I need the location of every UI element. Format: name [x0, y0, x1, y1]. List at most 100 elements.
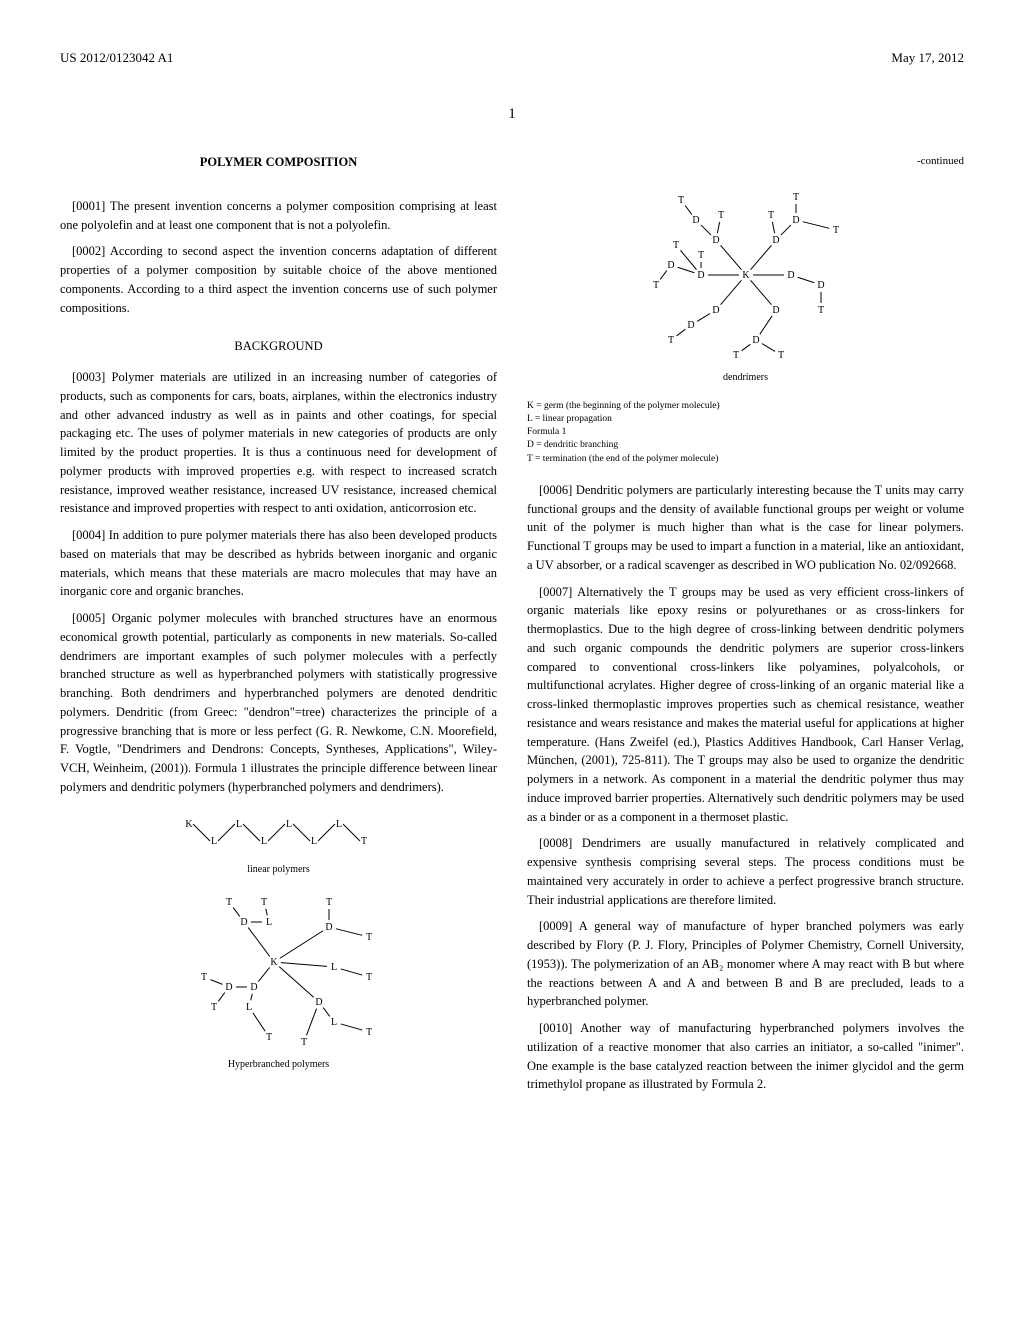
svg-text:L: L: [330, 962, 336, 973]
para-ref: [0003]: [72, 370, 105, 384]
paragraph-0001: [0001] The present invention concerns a …: [60, 197, 497, 235]
svg-text:K: K: [185, 819, 193, 830]
para-text: Dendritic polymers are particularly inte…: [527, 483, 964, 572]
svg-text:L: L: [235, 819, 241, 830]
svg-text:T: T: [360, 836, 366, 847]
svg-text:T: T: [365, 972, 371, 983]
continued-label: -continued: [527, 153, 964, 170]
svg-text:D: D: [697, 270, 704, 281]
svg-text:D: D: [687, 320, 694, 331]
hyperbranched-diagram: KDLTTDTTLTDLTTDDLTTT Hyperbranched polym…: [60, 892, 497, 1072]
svg-text:T: T: [777, 350, 783, 361]
pub-date: May 17, 2012: [891, 50, 964, 66]
para-text: Another way of manufacturing hyperbranch…: [527, 1021, 964, 1091]
svg-text:L: L: [245, 1002, 251, 1013]
paragraph-0009: [0009] A general way of manufacture of h…: [527, 917, 964, 1011]
svg-text:L: L: [285, 819, 291, 830]
svg-text:T: T: [260, 897, 266, 908]
paragraph-0004: [0004] In addition to pure polymer mater…: [60, 526, 497, 601]
svg-text:K: K: [270, 957, 278, 968]
paragraph-0010: [0010] Another way of manufacturing hype…: [527, 1019, 964, 1094]
svg-text:T: T: [792, 192, 798, 203]
formula-legend: K = germ (the beginning of the polymer m…: [527, 400, 964, 466]
right-column: -continued KDDDDDDDDDDDDTTTTTTTTTTTT den…: [527, 153, 964, 1102]
svg-text:T: T: [697, 250, 703, 261]
linear-svg: KLLLLLLT: [169, 812, 389, 857]
para-text: Alternatively the T groups may be used a…: [527, 585, 964, 824]
para-ref: [0007]: [539, 585, 572, 599]
svg-text:L: L: [335, 819, 341, 830]
para-text: According to second aspect the invention…: [60, 244, 497, 314]
legend-l: L = linear propagation: [527, 413, 964, 426]
legend-k: K = germ (the beginning of the polymer m…: [527, 400, 964, 413]
svg-text:T: T: [817, 305, 823, 316]
para-ref: [0001]: [72, 199, 105, 213]
dendrimers-label: dendrimers: [527, 370, 964, 385]
svg-text:D: D: [752, 335, 759, 346]
paragraph-0003: [0003] Polymer materials are utilized in…: [60, 368, 497, 518]
svg-text:T: T: [365, 1027, 371, 1038]
page-header: US 2012/0123042 A1 May 17, 2012: [60, 50, 964, 66]
svg-text:D: D: [667, 260, 674, 271]
svg-text:L: L: [210, 836, 216, 847]
svg-text:T: T: [325, 897, 331, 908]
svg-text:L: L: [260, 836, 266, 847]
svg-text:D: D: [772, 235, 779, 246]
para-text: Organic polymer molecules with branched …: [60, 611, 497, 794]
svg-text:T: T: [300, 1037, 306, 1048]
paragraph-0006: [0006] Dendritic polymers are particular…: [527, 481, 964, 575]
svg-text:T: T: [677, 195, 683, 206]
svg-text:T: T: [732, 350, 738, 361]
para-text: Dendrimers are usually manufactured in r…: [527, 836, 964, 906]
doc-title: POLYMER COMPOSITION: [60, 153, 497, 172]
paragraph-0005: [0005] Organic polymer molecules with br…: [60, 609, 497, 797]
dendrimers-svg: KDDDDDDDDDDDDTTTTTTTTTTTT: [636, 185, 856, 365]
svg-text:T: T: [767, 210, 773, 221]
svg-text:T: T: [200, 972, 206, 983]
para-text: Polymer materials are utilized in an inc…: [60, 370, 497, 515]
svg-text:T: T: [365, 932, 371, 943]
svg-text:D: D: [792, 215, 799, 226]
para-text: In addition to pure polymer materials th…: [60, 528, 497, 598]
hyperbranched-svg: KDLTTDTTLTDLTTDDLTTT: [169, 892, 389, 1052]
paragraph-0007: [0007] Alternatively the T groups may be…: [527, 583, 964, 827]
svg-text:D: D: [250, 982, 257, 993]
pub-number: US 2012/0123042 A1: [60, 50, 173, 66]
svg-text:T: T: [210, 1002, 216, 1013]
svg-text:D: D: [817, 280, 824, 291]
legend-d: D = dendritic branching: [527, 439, 964, 452]
svg-text:D: D: [325, 922, 332, 933]
svg-text:L: L: [330, 1017, 336, 1028]
linear-label: linear polymers: [60, 862, 497, 877]
para-text: A general way of manufacture of hyper br…: [527, 919, 964, 1008]
para-ref: [0002]: [72, 244, 105, 258]
svg-text:T: T: [652, 280, 658, 291]
svg-text:T: T: [717, 210, 723, 221]
page-number: 1: [60, 106, 964, 123]
background-heading: BACKGROUND: [60, 337, 497, 356]
svg-text:D: D: [712, 305, 719, 316]
svg-text:D: D: [787, 270, 794, 281]
svg-text:K: K: [742, 270, 750, 281]
svg-text:D: D: [712, 235, 719, 246]
svg-text:T: T: [832, 225, 838, 236]
para-ref: [0006]: [539, 483, 572, 497]
legend-formula: Formula 1: [527, 426, 964, 439]
svg-text:T: T: [667, 335, 673, 346]
para-ref: [0008]: [539, 836, 572, 850]
svg-text:D: D: [225, 982, 232, 993]
legend-t: T = termination (the end of the polymer …: [527, 453, 964, 466]
dendrimers-diagram: KDDDDDDDDDDDDTTTTTTTTTTTT dendrimers: [527, 185, 964, 385]
svg-text:L: L: [265, 917, 271, 928]
paragraph-0002: [0002] According to second aspect the in…: [60, 242, 497, 317]
linear-polymer-diagram: KLLLLLLT linear polymers: [60, 812, 497, 877]
para-ref: [0010]: [539, 1021, 572, 1035]
hyperbranched-label: Hyperbranched polymers: [60, 1057, 497, 1072]
para-text: The present invention concerns a polymer…: [60, 199, 497, 232]
paragraph-0008: [0008] Dendrimers are usually manufactur…: [527, 834, 964, 909]
svg-text:D: D: [772, 305, 779, 316]
svg-text:T: T: [672, 240, 678, 251]
left-column: POLYMER COMPOSITION [0001] The present i…: [60, 153, 497, 1102]
para-ref: [0004]: [72, 528, 105, 542]
svg-text:D: D: [692, 215, 699, 226]
